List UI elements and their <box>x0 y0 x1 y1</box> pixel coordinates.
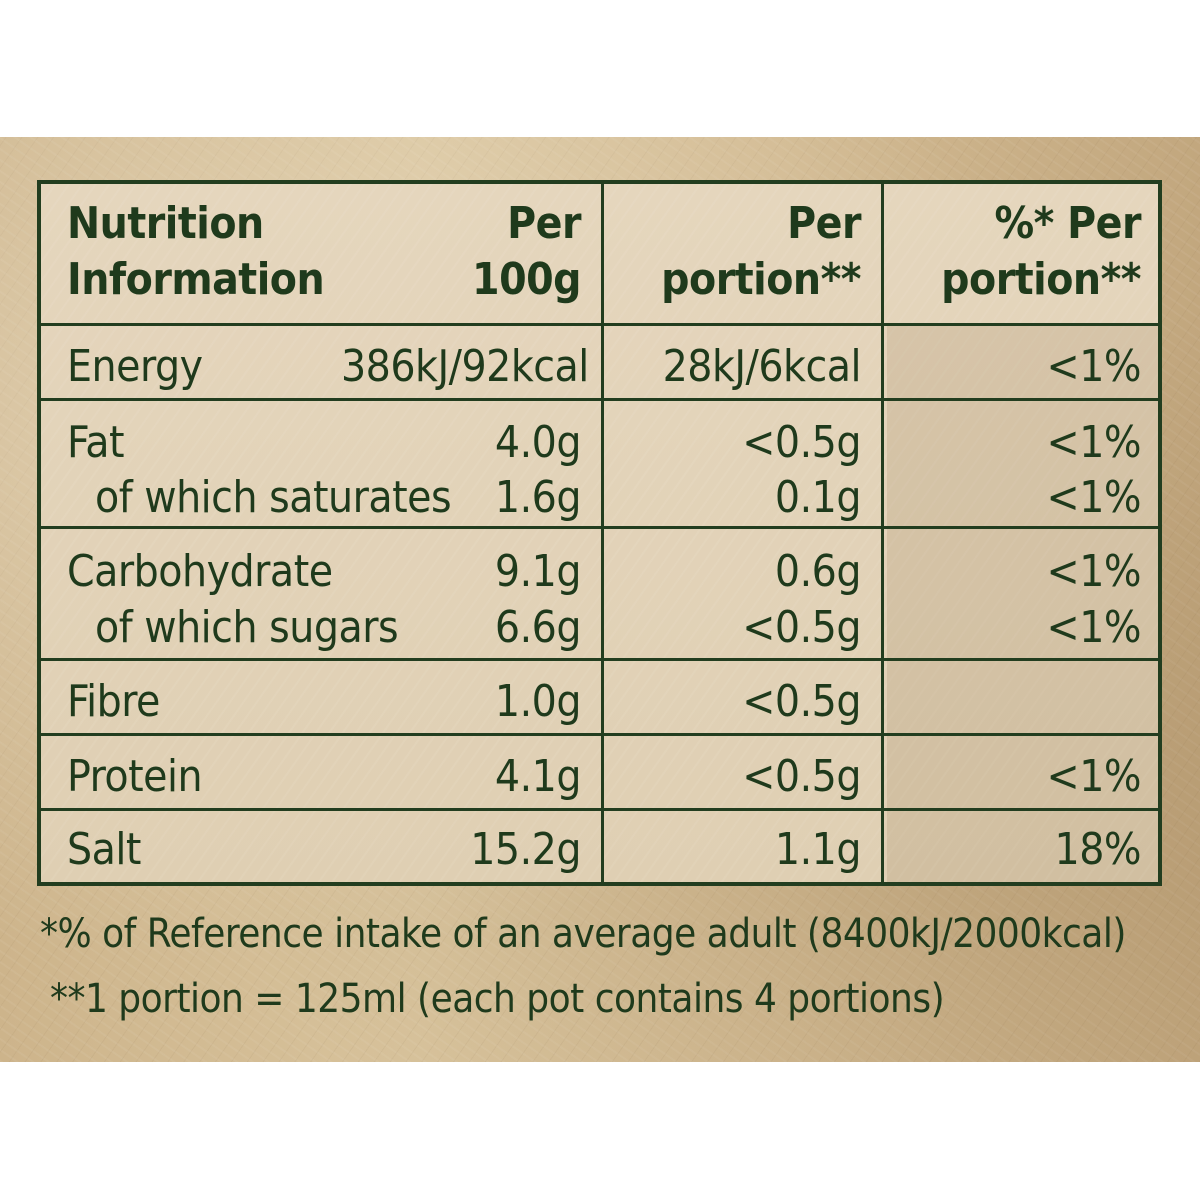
header-per-portion: Per portion** <box>621 196 861 308</box>
row-fat-ri: <1% <box>1046 417 1142 468</box>
row-carbohydrate-name: Carbohydrate <box>67 546 333 597</box>
header-col2-line2: 100g <box>472 254 581 305</box>
row-divider <box>41 808 1158 811</box>
row-salt-per100g: 15.2g <box>470 824 581 875</box>
header-col3-line1: Per <box>787 198 861 249</box>
row-divider <box>41 733 1158 736</box>
nutrition-label-panel: Nutrition Information Per 100g Per porti… <box>0 137 1200 1062</box>
row-fat-perportion: <0.5g <box>742 417 861 468</box>
column-divider <box>881 184 884 882</box>
column-divider <box>601 184 604 882</box>
header-col1-line2: Information <box>67 254 325 305</box>
row-saturates-perportion: 0.1g <box>774 472 862 523</box>
footnote-portion-size: **1 portion = 125ml (each pot contains 4… <box>50 976 945 1022</box>
row-carbohydrate-per100g: 9.1g <box>494 546 582 597</box>
row-fat-name: Fat <box>67 417 125 468</box>
header-col4-line2: portion** <box>941 254 1141 305</box>
row-salt-perportion: 1.1g <box>774 824 862 875</box>
ri-column-shade <box>887 326 1158 882</box>
row-divider <box>41 658 1158 661</box>
row-protein-name: Protein <box>67 751 203 802</box>
header-ri-per-portion: %* Per portion** <box>901 196 1141 308</box>
row-carbohydrate-perportion: 0.6g <box>774 546 862 597</box>
footnote-reference-intake: *% of Reference intake of an average adu… <box>40 911 1126 957</box>
row-divider <box>41 526 1158 529</box>
row-protein-perportion: <0.5g <box>742 751 861 802</box>
row-energy-per100g: 386kJ/92kcal <box>341 341 589 392</box>
row-fat-per100g: 4.0g <box>494 417 582 468</box>
row-energy-ri: <1% <box>1046 341 1142 392</box>
header-col3-line2: portion** <box>661 254 861 305</box>
header-col1-line1: Nutrition <box>67 198 264 249</box>
row-protein-per100g: 4.1g <box>494 751 582 802</box>
row-energy-name: Energy <box>67 341 203 392</box>
header-col2-line1: Per <box>507 198 581 249</box>
header-col4-line1: %* Per <box>994 198 1141 249</box>
row-fibre-per100g: 1.0g <box>494 676 582 727</box>
header-nutrition-information: Nutrition Information <box>67 196 325 308</box>
row-fibre-perportion: <0.5g <box>742 676 861 727</box>
row-saturates-ri: <1% <box>1046 472 1142 523</box>
row-salt-name: Salt <box>67 824 141 875</box>
row-divider <box>41 323 1158 326</box>
row-divider <box>41 398 1158 401</box>
row-saturates-name: of which saturates <box>95 472 452 523</box>
row-sugars-per100g: 6.6g <box>494 602 582 653</box>
row-carbohydrate-ri: <1% <box>1046 546 1142 597</box>
nutrition-table: Nutrition Information Per 100g Per porti… <box>37 180 1162 886</box>
row-sugars-name: of which sugars <box>95 602 399 653</box>
row-energy-perportion: 28kJ/6kcal <box>662 341 862 392</box>
row-saturates-per100g: 1.6g <box>494 472 582 523</box>
row-fibre-name: Fibre <box>67 676 160 727</box>
row-sugars-perportion: <0.5g <box>742 602 861 653</box>
row-salt-ri: 18% <box>1054 824 1142 875</box>
row-sugars-ri: <1% <box>1046 602 1142 653</box>
header-per-100g: Per 100g <box>421 196 581 308</box>
row-protein-ri: <1% <box>1046 751 1142 802</box>
